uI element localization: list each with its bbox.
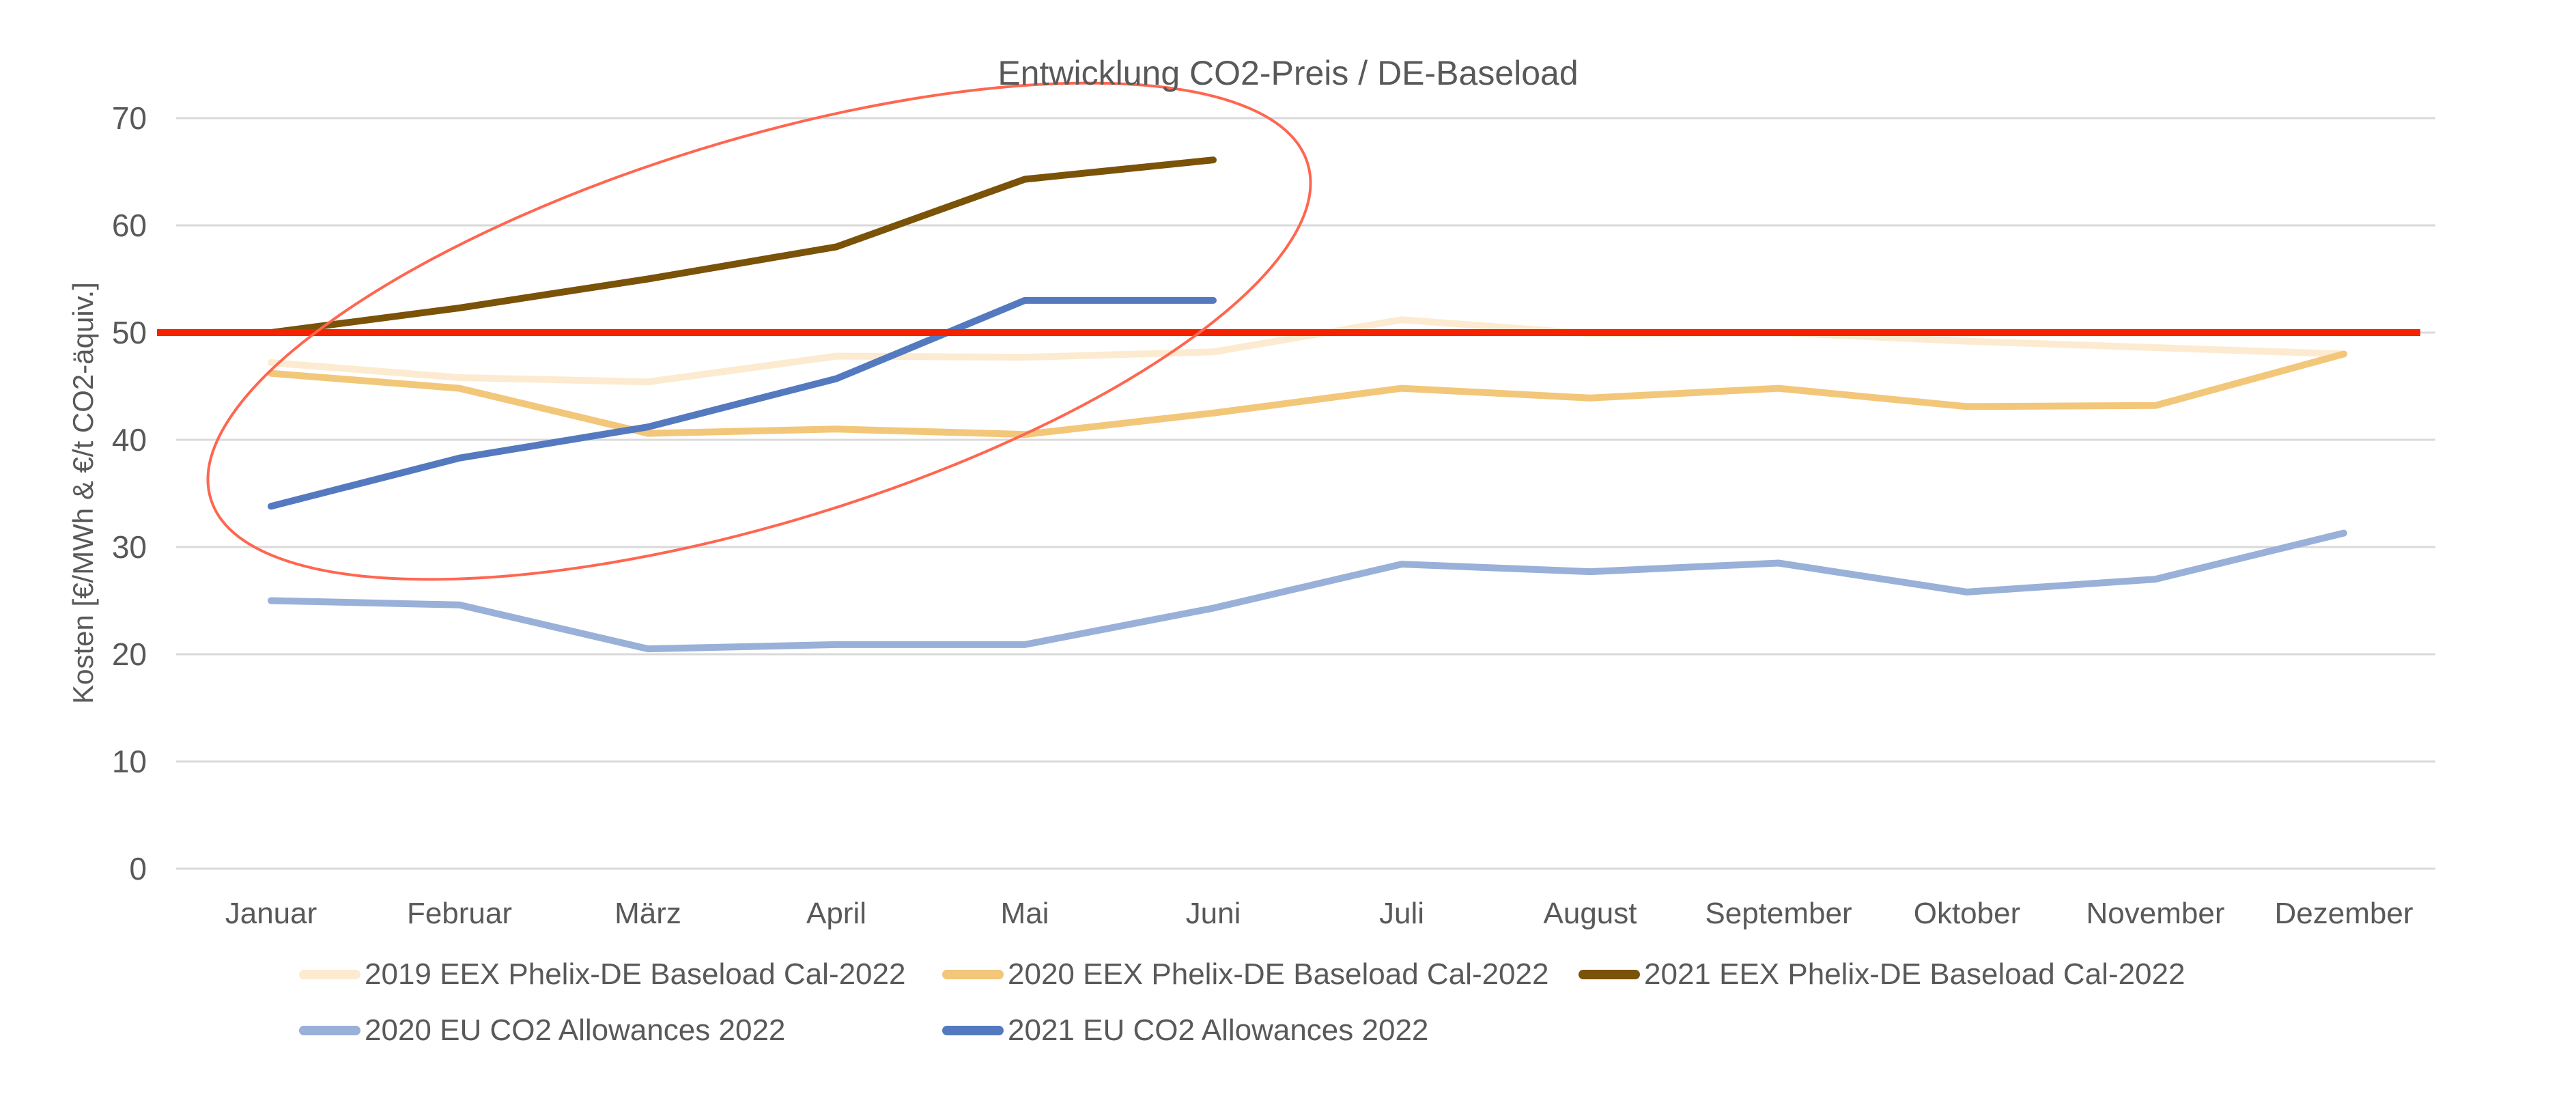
y-tick-label: 40 [112,422,147,458]
y-tick-label: 0 [129,851,147,886]
series-line [268,529,2347,653]
legend-label: 2020 EEX Phelix-DE Baseload Cal-2022 [1008,957,1549,991]
x-tick-label: April [806,897,866,930]
legend-item: 2020 EEX Phelix-DE Baseload Cal-2022 [942,957,1548,992]
y-tick-label: 10 [112,744,147,779]
y-tick-label: 30 [112,529,147,565]
y-tick-label: 50 [112,315,147,350]
legend-item: 2020 EU CO2 Allowances 2022 [299,1013,785,1048]
x-tick-label: Dezember [2275,897,2414,930]
legend-item: 2021 EU CO2 Allowances 2022 [942,1013,1428,1048]
legend-item: 2021 EEX Phelix-DE Baseload Cal-2022 [1579,957,2185,992]
x-tick-label: Juli [1379,897,1424,930]
x-tick-label: November [2086,897,2225,930]
y-tick-label: 60 [112,208,147,243]
legend-swatch [942,970,1004,979]
legend-label: 2020 EU CO2 Allowances 2022 [365,1013,786,1047]
series-line [268,350,2347,438]
series-line [268,156,1217,336]
y-axis-ticks: 0 10 20 30 40 50 60 70 [112,100,147,886]
chart-title: Entwicklung CO2-Preis / DE-Baseload [997,54,1579,92]
x-tick-label: Oktober [1914,897,2021,930]
annotations [157,81,2420,581]
legend-label: 2021 EU CO2 Allowances 2022 [1008,1013,1429,1047]
y-tick-label: 70 [112,100,147,136]
y-axis-label: Kosten [€/MWh & €/t CO2-äquiv.] [67,282,99,704]
y-tick-label: 20 [112,636,147,672]
series-line [268,316,2347,386]
gridlines [176,117,2435,870]
x-tick-label: August [1544,897,1637,930]
legend-label: 2021 EEX Phelix-DE Baseload Cal-2022 [1644,957,2185,991]
x-tick-label: September [1705,897,1852,930]
series-line [268,296,1217,510]
legend-swatch [299,970,360,979]
x-axis-ticks: Januar Februar März April Mai Juni Juli August S… [225,897,2414,930]
legend-swatch [1579,970,1640,979]
x-tick-label: März [614,897,681,930]
x-tick-label: Januar [225,897,317,930]
x-tick-label: Mai [1001,897,1049,930]
legend-swatch [299,1026,360,1035]
legend-item: 2019 EEX Phelix-DE Baseload Cal-2022 [299,957,905,992]
legend-label: 2019 EEX Phelix-DE Baseload Cal-2022 [365,957,906,991]
legend-swatch [942,1026,1004,1035]
highlight-ellipse [206,81,1312,581]
x-tick-label: Juni [1186,897,1241,930]
series-lines [268,156,2347,653]
x-tick-label: Februar [407,897,512,930]
